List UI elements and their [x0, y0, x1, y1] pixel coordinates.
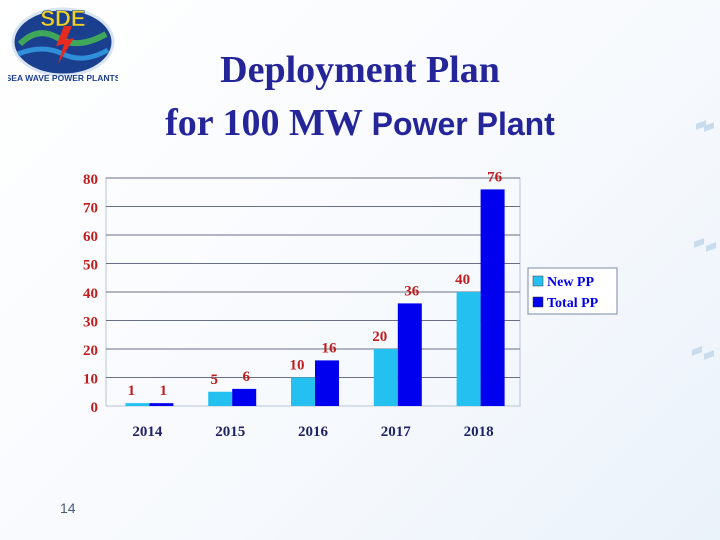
bar-total-pp — [149, 403, 174, 406]
y-tick-label: 0 — [91, 400, 99, 416]
data-label: 5 — [210, 372, 218, 388]
title-line-2: for 100 MW Power Plant — [100, 101, 620, 146]
sde-logo: SDE SEA WAVE POWER PLANTS — [8, 6, 118, 83]
y-tick-label: 10 — [83, 372, 98, 388]
legend-label: Total PP — [547, 296, 599, 311]
legend-swatch — [532, 296, 544, 308]
bar-new-pp — [373, 349, 398, 406]
bar-new-pp — [291, 377, 315, 406]
x-tick-label: 2016 — [298, 424, 329, 440]
page-number: 14 — [60, 500, 76, 516]
data-label: 10 — [290, 358, 305, 374]
y-tick-label: 70 — [83, 201, 98, 217]
x-tick-label: 2014 — [132, 424, 163, 440]
data-label: 16 — [322, 340, 338, 356]
data-label: 6 — [242, 369, 250, 385]
title-line-2-sans: Power Plant — [371, 106, 555, 142]
data-label: 36 — [404, 283, 420, 299]
bar-total-pp — [480, 189, 505, 406]
logo-text: SDE — [40, 6, 85, 31]
x-tick-label: 2017 — [381, 424, 412, 440]
y-tick-label: 60 — [83, 229, 98, 245]
bar-total-pp — [397, 303, 422, 406]
y-tick-label: 40 — [83, 286, 98, 302]
x-tick-label: 2018 — [464, 424, 494, 440]
bar-new-pp — [208, 391, 233, 406]
data-label: 20 — [372, 329, 387, 345]
bar-total-pp — [232, 388, 257, 406]
title-line-2-serif: for 100 MW — [165, 102, 363, 144]
title-line-1: Deployment Plan — [220, 49, 500, 91]
y-tick-label: 30 — [83, 315, 98, 331]
legend-label: New PP — [547, 275, 594, 290]
data-label: 1 — [128, 383, 136, 399]
logo-subtitle: SEA WAVE POWER PLANTS — [8, 73, 118, 83]
x-tick-label: 2015 — [215, 424, 245, 440]
y-tick-label: 80 — [83, 172, 98, 188]
bar-new-pp — [456, 292, 481, 406]
bar-new-pp — [125, 403, 150, 406]
bar-total-pp — [315, 360, 339, 406]
y-tick-label: 20 — [83, 343, 98, 359]
legend-swatch — [532, 275, 544, 287]
data-label: 76 — [487, 169, 503, 185]
data-label: 40 — [455, 272, 470, 288]
y-tick-label: 50 — [83, 258, 98, 274]
data-label: 1 — [160, 383, 168, 399]
